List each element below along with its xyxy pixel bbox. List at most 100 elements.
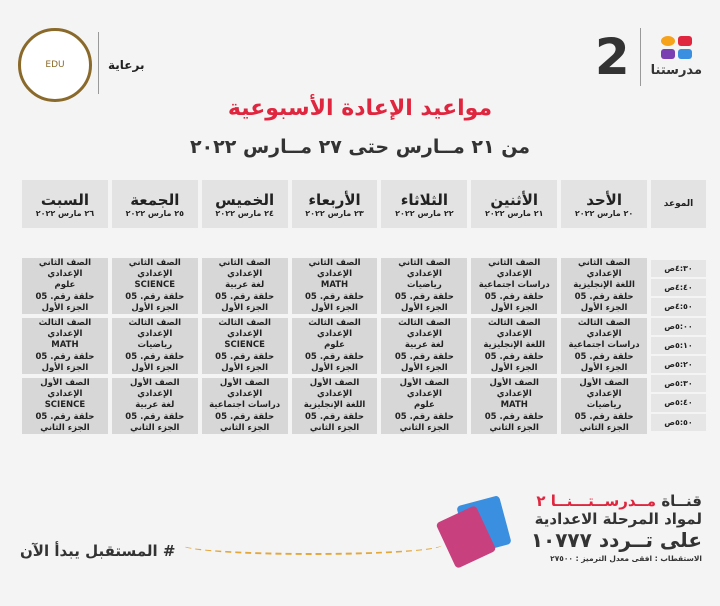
- episode: حلقة رقم. 05: [305, 351, 364, 362]
- brand-name: مدرستنا: [650, 63, 702, 78]
- time-header-label: الموعد: [663, 199, 694, 209]
- episode: حلقة رقم. 05: [574, 291, 634, 302]
- grade: الصف الثالث الإعدادي: [38, 318, 92, 340]
- episode: حلقة رقم. 05: [35, 351, 95, 362]
- day-name: الخميس: [215, 190, 275, 209]
- part: الجزء الأول: [131, 362, 179, 373]
- grade: الصف الأول الإعدادي: [130, 378, 180, 400]
- part: الجزء الثاني: [219, 422, 270, 433]
- grade: الصف الأول الإعدادي: [399, 378, 450, 400]
- episode: حلقة رقم. 05: [394, 411, 454, 422]
- time-slot: ٤:٤٠ص: [651, 279, 706, 297]
- day-name: الأربعاء: [308, 190, 361, 209]
- subject: لغة عربية: [404, 340, 444, 351]
- schedule-cell: الصف الثاني الإعدادي MATH حلقة رقم. 05 الجز…: [291, 258, 378, 314]
- subject: اللغة الإنجليزية: [303, 400, 366, 411]
- part: الجزء الثاني: [489, 422, 539, 433]
- day-name: الجمعة: [130, 190, 180, 209]
- grade: الصف الثاني الإعدادي: [128, 258, 181, 280]
- grade: الصف الأول الإعدادي: [309, 378, 360, 400]
- part: الجزء الثاني: [130, 422, 180, 433]
- day-date: ٢٢ مارس ٢٠٢٢: [395, 208, 454, 218]
- brand-block: [660, 36, 675, 46]
- time-header: الموعد: [651, 180, 706, 228]
- time-slot: ٤:٣٠ص: [651, 260, 706, 278]
- schedule-slots: الصف الثاني الإعدادي اللغة الإنجليزية حلقة…: [22, 258, 647, 434]
- schedule-cell: الصف الثالث الإعدادي رياضيات حلقة رقم. 05 ا…: [111, 318, 198, 374]
- schedule-cell: الصف الأول الإعدادي دراسات اجتماعية حلقة ر…: [201, 378, 288, 434]
- episode: حلقة رقم. 05: [305, 411, 364, 422]
- subject: SCIENCE: [224, 340, 265, 351]
- part: الجزء الأول: [311, 362, 358, 373]
- ministry-logo: EDU: [18, 28, 92, 102]
- schedule-cell: الصف الثاني الإعدادي SCIENCE حلقة رقم. 05 ا…: [111, 258, 198, 314]
- promo-details: الاستقطاب : افقى معدل الترميز : ٢٧٥٠٠: [550, 554, 702, 563]
- subject: دراسات اجتماعية: [568, 340, 640, 351]
- episode: حلقة رقم. 05: [215, 351, 275, 362]
- episode: حلقة رقم. 05: [125, 411, 185, 422]
- day-header: الخميس ٢٤ مارس ٢٠٢٢: [201, 180, 288, 228]
- sponsor-label: برعاية: [108, 58, 145, 72]
- day-date: ٢٠ مارس ٢٠٢٢: [574, 208, 634, 218]
- schedule-cell: الصف الأول الإعدادي علوم حلقة رقم. 05 الجزء…: [381, 378, 468, 434]
- schedule-cell: الصف الثاني الإعدادي رياضيات حلقة رقم. 05 ا…: [381, 258, 468, 314]
- time-slot: ٥:٠٠ص: [651, 317, 706, 335]
- brand-block: [677, 49, 692, 59]
- subject: لغة عربية: [225, 280, 265, 291]
- subject: رياضيات: [407, 280, 442, 291]
- part: الجزء الأول: [580, 362, 628, 373]
- channel-number: 2: [594, 28, 630, 86]
- grade: الصف الثاني الإعدادي: [488, 258, 541, 280]
- part: الجزء الأول: [580, 302, 628, 313]
- day-name: الأحد: [586, 190, 622, 209]
- part: الجزء الأول: [41, 302, 89, 313]
- grade: الصف الثاني الإعدادي: [398, 258, 451, 280]
- subject: رياضيات: [137, 340, 173, 351]
- episode: حلقة رقم. 05: [125, 291, 185, 302]
- grade: الصف الثالث الإعدادي: [398, 318, 451, 340]
- subject: SCIENCE: [44, 400, 86, 411]
- promo-channel: مــدرســتـــنــا ٢: [536, 492, 657, 510]
- brand-blocks-icon: [660, 36, 692, 59]
- brand-block: [660, 49, 675, 59]
- subject: اللغة الإنجليزية: [573, 280, 635, 291]
- grade: الصف الأول الإعدادي: [579, 378, 629, 400]
- time-slot: ٥:٤٠ص: [651, 394, 706, 412]
- episode: حلقة رقم. 05: [574, 351, 634, 362]
- part: الجزء الأول: [221, 362, 269, 373]
- episode: حلقة رقم. 05: [125, 351, 185, 362]
- part: الجزء الثاني: [399, 422, 450, 433]
- episode: حلقة رقم. 05: [305, 291, 364, 302]
- subject: MATH: [51, 340, 79, 351]
- grade: الصف الثالث الإعدادي: [308, 318, 361, 340]
- schedule-cell: الصف الثاني الإعدادي علوم حلقة رقم. 05 الجز…: [22, 258, 108, 314]
- hashtag: # المستقبل يبدأ الآن: [20, 542, 176, 560]
- subject: MATH: [500, 400, 528, 411]
- schedule-cell: الصف الأول الإعدادي رياضيات حلقة رقم. 05 ال…: [561, 378, 647, 434]
- grade: الصف الأول الإعدادي: [40, 378, 90, 400]
- schedule-cell: الصف الأول الإعدادي اللغة الإنجليزية حلقة …: [291, 378, 378, 434]
- subject: رياضيات: [586, 400, 622, 411]
- part: الجزء الأول: [490, 302, 538, 313]
- day-header: السبت ٢٦ مارس ٢٠٢٢: [22, 180, 108, 228]
- schedule-cell: الصف الثالث الإعدادي علوم حلقة رقم. 05 الجز…: [291, 318, 378, 374]
- grade: الصف الثالث الإعدادي: [128, 318, 182, 340]
- day-date: ٢٤ مارس ٢٠٢٢: [215, 208, 274, 218]
- day-header: الأثنين ٢١ مارس ٢٠٢٢: [471, 180, 558, 228]
- day-header: الأربعاء ٢٣ مارس ٢٠٢٢: [291, 180, 378, 228]
- channel-promo: قنــاة مــدرســتـــنــا ٢ لمواد المرحلة …: [531, 492, 702, 563]
- schedule-cell: الصف الأول الإعدادي MATH حلقة رقم. 05 الجزء…: [471, 378, 558, 434]
- part: الجزء الأول: [401, 302, 448, 313]
- grade: الصف الثالث الإعدادي: [577, 318, 631, 340]
- part: الجزء الثاني: [309, 422, 360, 433]
- episode: حلقة رقم. 05: [215, 411, 275, 422]
- episode: حلقة رقم. 05: [484, 351, 544, 362]
- grade: الصف الثاني الإعدادي: [218, 258, 271, 280]
- episode: حلقة رقم. 05: [35, 411, 95, 422]
- grade: الصف الثاني الإعدادي: [308, 258, 361, 280]
- divider: [98, 32, 99, 94]
- promo-frequency: على تــردد ١٠٧٧٧: [530, 528, 702, 552]
- channel-logo: 2 مدرستنا: [595, 28, 702, 86]
- subject: اللغة الإنجليزية: [483, 340, 546, 351]
- episode: حلقة رقم. 05: [215, 291, 275, 302]
